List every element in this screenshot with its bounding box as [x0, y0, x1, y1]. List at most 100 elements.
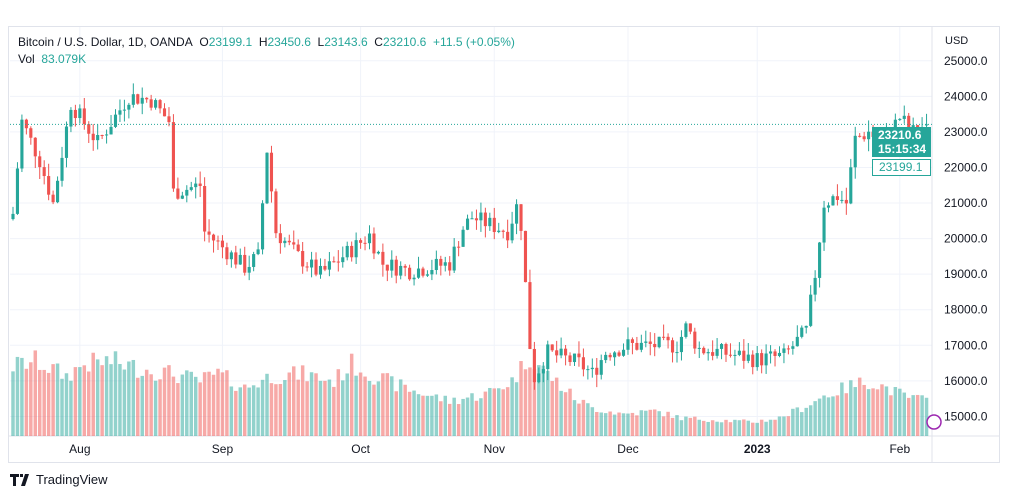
candle-body: [523, 230, 528, 283]
volume-bar: [398, 379, 403, 436]
candle-body: [211, 234, 216, 241]
open-price-label: 23199.1: [872, 159, 931, 176]
candle-body: [100, 134, 104, 136]
candle-body: [862, 136, 866, 140]
volume-bar: [666, 411, 670, 436]
volume-bar: [211, 374, 216, 436]
candle-body: [457, 246, 461, 248]
candle-body: [483, 212, 487, 227]
volume-bar: [906, 397, 911, 436]
price-tick-label: 21000.0: [944, 196, 988, 210]
candle-body: [64, 126, 69, 158]
candle-body: [140, 97, 144, 104]
volume-bar: [568, 388, 572, 436]
volume-bar: [51, 364, 55, 436]
volume-bar: [100, 365, 104, 436]
volume-bar: [131, 359, 136, 436]
time-tick-label: Feb: [889, 442, 910, 456]
volume-bar: [537, 365, 541, 436]
candle-body: [154, 100, 158, 108]
volume-bar: [37, 369, 42, 436]
candle-body: [773, 351, 777, 356]
volume-bar: [849, 380, 853, 436]
volume-bar: [795, 407, 800, 436]
volume-bar: [733, 419, 737, 436]
volume-bar: [140, 375, 144, 436]
volume-bar: [915, 394, 920, 436]
volume-bar: [759, 419, 764, 436]
close-label: C: [374, 35, 383, 49]
chart-frame: [8, 26, 1000, 463]
candle-body: [314, 259, 318, 275]
volume-bar: [581, 399, 586, 436]
volume-bar: [857, 377, 862, 436]
volume-bar: [822, 395, 826, 436]
candle-body: [15, 168, 20, 214]
volume-bar: [465, 397, 470, 436]
candle-body: [136, 94, 140, 104]
candle-body: [706, 352, 710, 354]
candle-body: [158, 100, 162, 109]
candle-body: [867, 131, 871, 140]
open-value: 23199.1: [208, 35, 253, 49]
candle-body: [911, 125, 915, 128]
volume-bar: [800, 412, 804, 436]
candle-body: [332, 261, 336, 263]
tradingview-logo[interactable]: TradingView: [10, 472, 108, 487]
close-value: 23210.6: [382, 35, 427, 49]
volume-bar: [443, 395, 448, 436]
volume-bar: [519, 361, 523, 436]
volume-bar: [202, 372, 207, 436]
volume-bar: [724, 419, 728, 436]
volume-bar: [577, 403, 581, 436]
candle-body: [69, 109, 73, 127]
candle-body: [769, 351, 773, 354]
candle-body: [474, 218, 479, 221]
go-to-realtime-icon: [926, 414, 942, 430]
candle-body: [786, 348, 790, 350]
candle-body: [840, 199, 844, 201]
candle-body: [461, 229, 465, 247]
candle-body: [269, 152, 274, 192]
candle-body: [675, 352, 679, 354]
candle-body: [608, 354, 612, 358]
candle-body: [639, 342, 643, 350]
volume-bar: [586, 403, 590, 436]
volume-bar: [327, 379, 332, 436]
volume-bar: [644, 410, 648, 436]
volume-bar: [893, 386, 898, 436]
candle-body: [501, 230, 505, 232]
volume-bar: [840, 382, 844, 436]
volume-bar: [523, 369, 528, 436]
candle-body: [430, 270, 434, 275]
volume-bar: [817, 398, 822, 436]
volume-bar: [510, 377, 514, 436]
volume-bar: [728, 422, 733, 436]
volume-bar: [844, 393, 849, 436]
candle-body: [777, 352, 782, 356]
volume-bar: [603, 413, 608, 436]
candle-body: [131, 94, 135, 105]
candle-body: [831, 196, 835, 206]
volume-bar: [880, 384, 884, 436]
candle-body: [666, 336, 670, 341]
candle-body: [630, 339, 634, 343]
candle-body: [791, 346, 795, 349]
volume-bar: [24, 368, 29, 436]
candle-body: [488, 217, 492, 227]
candle-body: [390, 259, 394, 271]
volume-bar: [69, 380, 73, 436]
candle-body: [443, 262, 447, 266]
candle-body: [746, 354, 750, 361]
tradingview-name: TradingView: [36, 472, 108, 487]
volume-bar: [104, 356, 109, 436]
candle-body: [87, 124, 91, 134]
volume-bar: [363, 376, 367, 436]
currency-label[interactable]: USD: [945, 35, 969, 47]
volume-bar: [884, 386, 889, 436]
candle-body: [541, 369, 545, 374]
candle-body: [216, 240, 220, 242]
volume-bar: [385, 373, 390, 436]
candle-body: [408, 267, 412, 280]
